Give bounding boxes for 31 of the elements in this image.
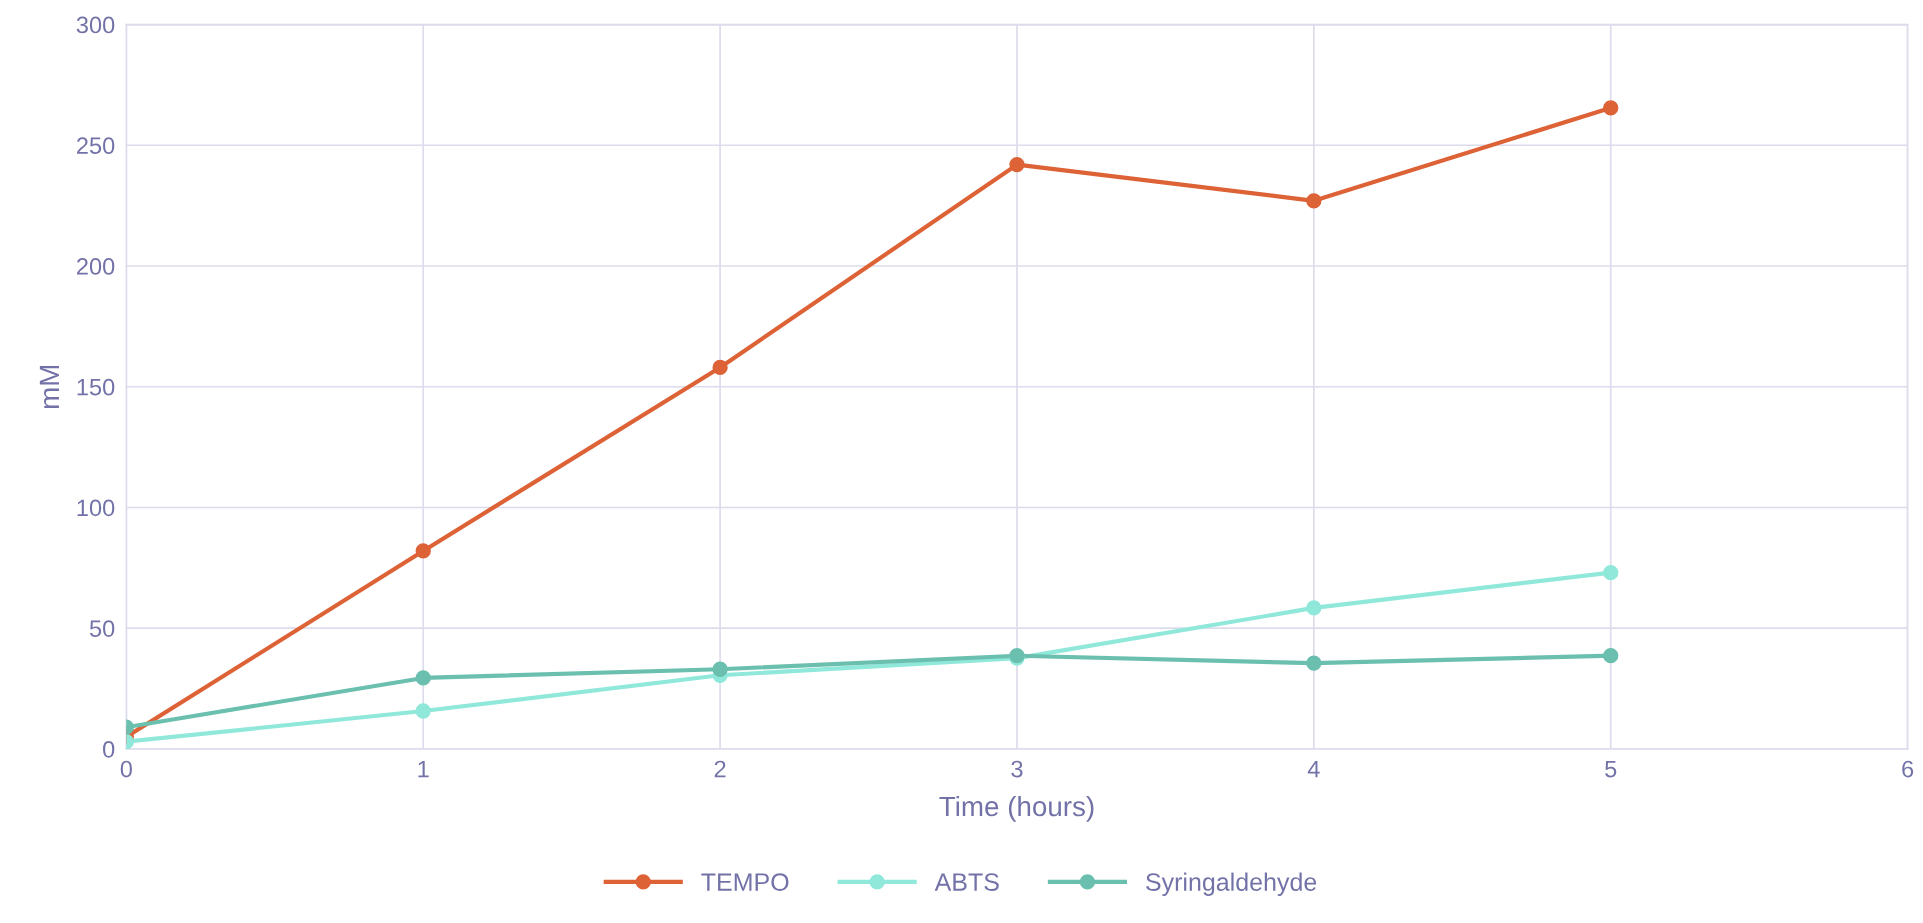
legend-label: Syringaldehyde xyxy=(1146,872,1317,896)
point xyxy=(1603,565,1619,581)
legend-label: TEMPO xyxy=(701,873,789,891)
y-tick-label: 250 xyxy=(77,137,115,155)
point xyxy=(1009,156,1025,173)
x-axis-title: Time (hours) xyxy=(939,795,1094,822)
x-tick-label: 1 xyxy=(418,760,429,778)
y-axis-title: mM xyxy=(39,365,59,409)
x-tick-label: 3 xyxy=(1011,760,1023,778)
y-tick-label: 100 xyxy=(77,499,115,517)
point xyxy=(712,661,728,677)
point xyxy=(415,543,431,559)
legend-label: ABTS xyxy=(934,873,999,891)
y-tick-label: 200 xyxy=(77,258,115,275)
point xyxy=(1306,193,1322,209)
y-tick-label: 50 xyxy=(89,620,115,637)
point xyxy=(1306,600,1322,616)
point xyxy=(1306,655,1322,671)
x-tick-label: 2 xyxy=(714,760,726,778)
point xyxy=(415,703,431,719)
x-tick-label: 5 xyxy=(1605,760,1617,778)
y-tick-label: 300 xyxy=(76,16,115,34)
point xyxy=(1603,648,1619,664)
y-tick-label: 150 xyxy=(77,378,115,396)
x-tick-label: 0 xyxy=(120,760,132,778)
x-tick-label: 4 xyxy=(1307,760,1320,778)
point xyxy=(415,670,431,686)
x-tick-label: 6 xyxy=(1902,760,1914,778)
y-tick-label: 0 xyxy=(103,740,115,758)
point xyxy=(712,359,728,376)
point xyxy=(1603,100,1619,116)
